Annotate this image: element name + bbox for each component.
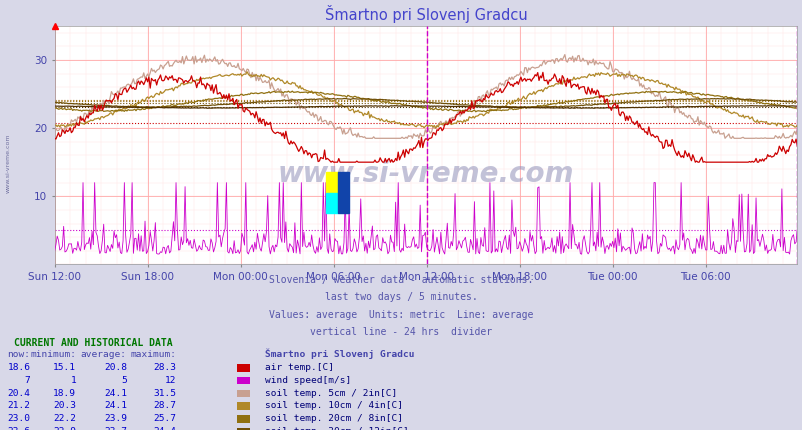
Text: Šmartno pri Slovenj Gradcu: Šmartno pri Slovenj Gradcu <box>265 348 414 359</box>
Text: air temp.[C]: air temp.[C] <box>265 363 334 372</box>
Text: 20.3: 20.3 <box>53 402 76 411</box>
Text: 24.1: 24.1 <box>103 389 127 398</box>
Text: minimum:: minimum: <box>30 350 76 359</box>
Text: 24.4: 24.4 <box>153 427 176 430</box>
Text: wind speed[m/s]: wind speed[m/s] <box>265 376 350 385</box>
Text: 24.1: 24.1 <box>103 402 127 411</box>
Text: 5: 5 <box>121 376 127 385</box>
Bar <box>326 172 337 193</box>
Text: CURRENT AND HISTORICAL DATA: CURRENT AND HISTORICAL DATA <box>14 338 173 348</box>
Text: 21.2: 21.2 <box>7 402 30 411</box>
Text: 7: 7 <box>25 376 30 385</box>
Text: www.si-vreme.com: www.si-vreme.com <box>277 160 573 188</box>
Text: 20.8: 20.8 <box>103 363 127 372</box>
Text: www.si-vreme.com: www.si-vreme.com <box>6 134 10 193</box>
Text: 28.7: 28.7 <box>153 402 176 411</box>
Text: 28.3: 28.3 <box>153 363 176 372</box>
Text: 18.9: 18.9 <box>53 389 76 398</box>
Text: average:: average: <box>81 350 127 359</box>
Text: now:: now: <box>7 350 30 359</box>
Text: soil temp. 5cm / 2in[C]: soil temp. 5cm / 2in[C] <box>265 389 397 398</box>
Bar <box>326 193 337 213</box>
Text: Values: average  Units: metric  Line: average: Values: average Units: metric Line: aver… <box>269 310 533 319</box>
Text: 15.1: 15.1 <box>53 363 76 372</box>
Text: Slovenia / weather data - automatic stations.: Slovenia / weather data - automatic stat… <box>269 275 533 285</box>
Text: 23.9: 23.9 <box>103 415 127 424</box>
Text: maximum:: maximum: <box>131 350 176 359</box>
Text: 20.4: 20.4 <box>7 389 30 398</box>
Bar <box>337 172 349 213</box>
Text: 23.0: 23.0 <box>7 415 30 424</box>
Text: 31.5: 31.5 <box>153 389 176 398</box>
Title: Šmartno pri Slovenj Gradcu: Šmartno pri Slovenj Gradcu <box>324 5 527 23</box>
Text: 12: 12 <box>165 376 176 385</box>
Text: 23.7: 23.7 <box>103 427 127 430</box>
Text: 25.7: 25.7 <box>153 415 176 424</box>
Text: 18.6: 18.6 <box>7 363 30 372</box>
Text: soil temp. 20cm / 8in[C]: soil temp. 20cm / 8in[C] <box>265 415 403 424</box>
Text: 22.2: 22.2 <box>53 415 76 424</box>
Text: 23.6: 23.6 <box>7 427 30 430</box>
Text: 22.9: 22.9 <box>53 427 76 430</box>
Text: soil temp. 30cm / 12in[C]: soil temp. 30cm / 12in[C] <box>265 427 408 430</box>
Text: 1: 1 <box>71 376 76 385</box>
Text: soil temp. 10cm / 4in[C]: soil temp. 10cm / 4in[C] <box>265 402 403 411</box>
Text: vertical line - 24 hrs  divider: vertical line - 24 hrs divider <box>310 327 492 337</box>
Text: last two days / 5 minutes.: last two days / 5 minutes. <box>325 292 477 302</box>
